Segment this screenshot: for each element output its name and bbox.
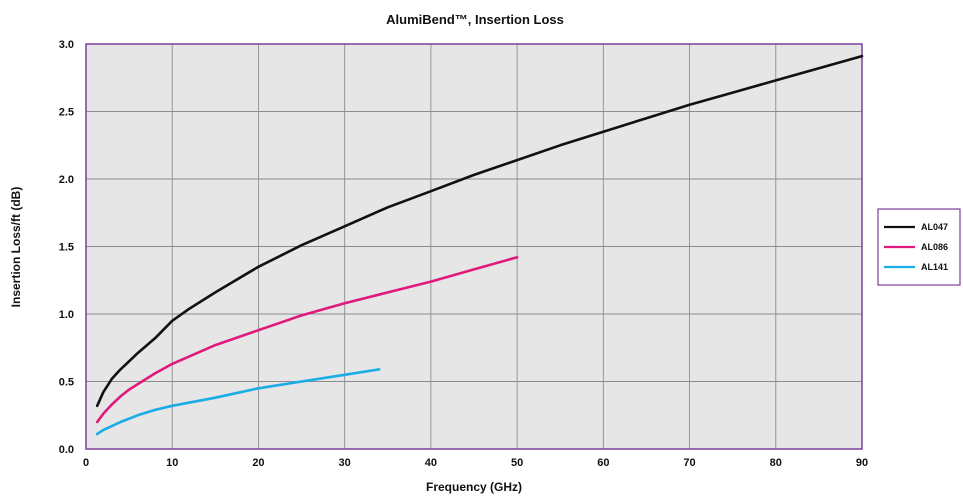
x-axis-ticks: 0 10 20 30 40 50 60 70 80 90: [83, 457, 868, 469]
legend-label: AL086: [921, 242, 948, 252]
legend-label: AL047: [921, 222, 948, 232]
y-tick-label: 1.5: [59, 242, 74, 254]
x-tick-label: 90: [856, 457, 868, 469]
series-lines: [95, 54, 864, 436]
x-axis-label: Frequency (GHz): [426, 480, 522, 494]
x-tick-label: 40: [425, 457, 437, 469]
y-tick-label: 2.5: [59, 107, 74, 119]
legend: AL047 AL086 AL141: [877, 208, 961, 286]
plot-frame: [85, 43, 863, 450]
series-line-al086: [95, 255, 519, 424]
y-tick-label: 2.0: [59, 174, 74, 186]
y-axis-label: Insertion Loss/ft (dB): [9, 187, 23, 308]
y-tick-label: 0.0: [59, 444, 74, 456]
y-tick-label: 0.5: [59, 377, 74, 389]
x-tick-label: 10: [166, 457, 178, 469]
x-tick-label: 60: [597, 457, 609, 469]
x-tick-label: 80: [770, 457, 782, 469]
chart-title: AlumiBend™, Insertion Loss: [386, 12, 564, 27]
series-line-al047: [95, 54, 864, 408]
series-line-al141: [95, 368, 381, 436]
x-tick-label: 70: [683, 457, 695, 469]
legend-label: AL141: [921, 262, 948, 272]
y-tick-label: 3.0: [59, 39, 74, 51]
x-tick-label: 30: [339, 457, 351, 469]
x-tick-label: 50: [511, 457, 523, 469]
y-tick-label: 1.0: [59, 309, 74, 321]
x-tick-label: 0: [83, 457, 89, 469]
y-axis-ticks: 0.0 0.5 1.0 1.5 2.0 2.5 3.0: [59, 39, 74, 456]
x-tick-label: 20: [252, 457, 264, 469]
